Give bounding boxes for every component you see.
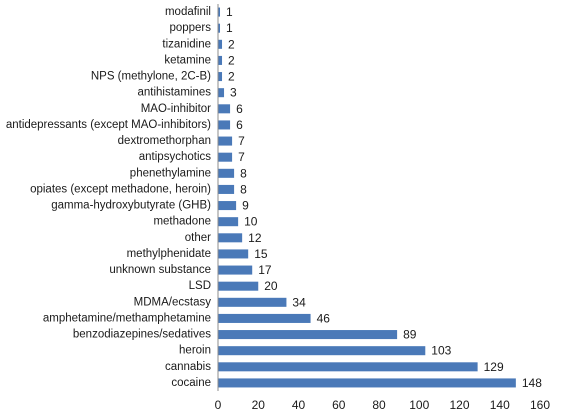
bar-dextromethorphan — [218, 136, 233, 146]
category-label-methadone: methadone — [153, 216, 211, 228]
x-tick-label-100: 100 — [409, 398, 429, 412]
category-label-antidepressants-except-mao-inhibitors: antidepressants (except MAO-inhibitors) — [6, 119, 211, 131]
category-label-tizanidine: tizanidine — [162, 38, 211, 50]
category-label-phenethylamine: phenethylamine — [130, 167, 211, 179]
x-tick-label-40: 40 — [292, 398, 306, 412]
value-label-antipsychotics: 7 — [238, 150, 245, 164]
category-label-mdma-ecstasy: MDMA/ecstasy — [134, 296, 212, 308]
value-label-ketamine: 2 — [228, 53, 235, 67]
category-label-modafinil: modafinil — [165, 6, 211, 18]
bar-benzodiazepines-sedatives — [218, 330, 398, 340]
value-label-tizanidine: 2 — [228, 37, 235, 51]
x-tick-label-140: 140 — [490, 398, 510, 412]
bar-mdma-ecstasy — [218, 297, 287, 307]
value-label-benzodiazepines-sedatives: 89 — [403, 328, 417, 342]
bars-group — [218, 7, 516, 388]
bar-lsd — [218, 281, 259, 291]
bar-ketamine — [218, 55, 223, 65]
category-label-nps-methylone-2c-b: NPS (methylone, 2C-B) — [91, 71, 211, 83]
bar-antihistamines — [218, 88, 225, 98]
value-label-heroin: 103 — [431, 344, 451, 358]
category-label-other: other — [185, 232, 211, 244]
category-labels-group: modafinil poppers tizanidine ketamine NPS (m… — [6, 6, 211, 389]
bar-cocaine — [218, 378, 516, 388]
category-label-cannabis: cannabis — [165, 361, 211, 373]
bar-nps-methylone-2c-b — [218, 72, 223, 82]
bar-unknown-substance — [218, 265, 253, 275]
bar-methylphenidate — [218, 249, 249, 259]
bar-poppers — [218, 23, 221, 33]
value-label-opiates-except-methadone-heroin: 8 — [240, 182, 247, 196]
bar-amphetamine-methamphetamine — [218, 313, 311, 323]
category-label-methylphenidate: methylphenidate — [127, 248, 211, 260]
category-label-cocaine: cocaine — [171, 377, 211, 389]
bar-gamma-hydroxybutyrate-ghb — [218, 201, 237, 211]
category-label-ketamine: ketamine — [164, 54, 211, 66]
bar-other — [218, 233, 243, 243]
category-label-gamma-hydroxybutyrate-ghb: gamma-hydroxybutyrate (GHB) — [51, 200, 211, 212]
category-label-mao-inhibitor: MAO-inhibitor — [141, 103, 211, 115]
value-label-gamma-hydroxybutyrate-ghb: 9 — [242, 199, 249, 213]
bar-modafinil — [218, 7, 221, 17]
bar-tizanidine — [218, 39, 223, 49]
value-label-cannabis: 129 — [484, 360, 504, 374]
bar-antidepressants-except-mao-inhibitors — [218, 120, 231, 130]
category-label-poppers: poppers — [169, 22, 211, 34]
value-label-phenethylamine: 8 — [240, 166, 247, 180]
bar-cannabis — [218, 362, 478, 372]
x-tick-label-20: 20 — [252, 398, 266, 412]
value-label-amphetamine-methamphetamine: 46 — [317, 311, 331, 325]
bar-heroin — [218, 346, 426, 356]
value-label-methylphenidate: 15 — [254, 247, 268, 261]
x-tick-label-160: 160 — [530, 398, 550, 412]
value-label-lsd: 20 — [264, 279, 278, 293]
category-label-dextromethorphan: dextromethorphan — [118, 135, 211, 147]
value-label-other: 12 — [248, 231, 262, 245]
category-label-lsd: LSD — [189, 280, 211, 292]
value-label-nps-methylone-2c-b: 2 — [228, 70, 235, 84]
x-tick-label-60: 60 — [332, 398, 346, 412]
value-label-dextromethorphan: 7 — [238, 134, 245, 148]
x-tick-label-120: 120 — [449, 398, 469, 412]
category-label-heroin: heroin — [179, 345, 211, 357]
x-tick-label-0: 0 — [215, 398, 222, 412]
value-label-cocaine: 148 — [522, 376, 542, 390]
category-label-unknown-substance: unknown substance — [109, 264, 211, 276]
bar-antipsychotics — [218, 152, 233, 162]
value-label-modafinil: 1 — [226, 5, 233, 19]
category-label-antihistamines: antihistamines — [137, 87, 211, 99]
bar-mao-inhibitor — [218, 104, 231, 114]
category-label-opiates-except-methadone-heroin: opiates (except methadone, heroin) — [30, 183, 211, 195]
category-label-benzodiazepines-sedatives: benzodiazepines/sedatives — [73, 329, 211, 341]
category-label-amphetamine-methamphetamine: amphetamine/methamphetamine — [43, 312, 211, 324]
category-label-antipsychotics: antipsychotics — [139, 151, 211, 163]
value-label-mao-inhibitor: 6 — [236, 102, 243, 116]
value-label-antidepressants-except-mao-inhibitors: 6 — [236, 118, 243, 132]
value-label-unknown-substance: 17 — [258, 263, 272, 277]
value-label-antihistamines: 3 — [230, 86, 237, 100]
value-label-mdma-ecstasy: 34 — [292, 295, 306, 309]
x-tick-label-80: 80 — [372, 398, 386, 412]
bar-methadone — [218, 217, 239, 227]
bar-opiates-except-methadone-heroin — [218, 184, 235, 194]
bar-phenethylamine — [218, 168, 235, 178]
value-label-methadone: 10 — [244, 215, 258, 229]
x-tick-labels-group: 0 20 40 60 80 100 120 140 160 — [215, 398, 551, 412]
value-label-poppers: 1 — [226, 21, 233, 35]
